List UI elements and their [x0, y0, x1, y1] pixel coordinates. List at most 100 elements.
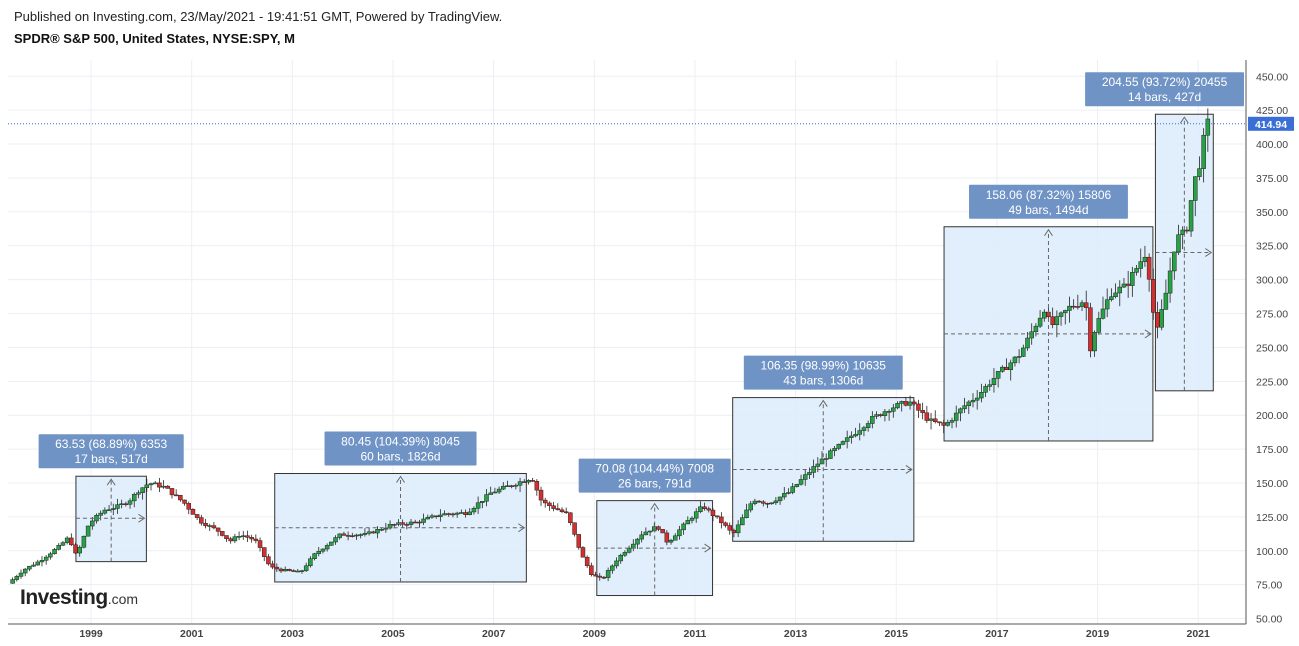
candle-body	[937, 421, 942, 424]
x-tick-label: 1999	[79, 628, 103, 640]
x-tick-label: 2013	[784, 628, 808, 640]
candle-body	[1109, 296, 1114, 300]
candle-body	[1042, 311, 1047, 319]
candle-body	[43, 556, 49, 561]
candle-body	[819, 458, 825, 465]
candle-body	[35, 561, 41, 566]
candle-body	[698, 506, 703, 512]
candle-body	[157, 482, 162, 488]
measure-up-arrow	[396, 475, 405, 483]
candle-body	[215, 527, 221, 532]
candle-body	[677, 529, 682, 537]
candle-body	[979, 392, 984, 399]
candle-body	[224, 535, 229, 539]
candle-body	[249, 537, 254, 540]
candle-body	[27, 565, 32, 570]
candle-body	[261, 547, 267, 557]
measurement-label-bg	[1085, 72, 1244, 107]
candle-body	[282, 569, 288, 572]
candle-body	[1138, 261, 1143, 269]
candle-body	[257, 540, 263, 548]
candle-body	[987, 384, 993, 387]
candle-body	[320, 548, 326, 552]
y-tick-label: 175.00	[1256, 444, 1288, 456]
candle-body	[610, 565, 615, 571]
candle-body	[1180, 229, 1185, 235]
measure-up-arrow	[106, 478, 116, 486]
candle-body	[589, 565, 594, 576]
candle-body	[1142, 256, 1148, 262]
candle-body	[371, 531, 376, 534]
candle-body	[702, 506, 707, 509]
candle-body	[563, 511, 569, 514]
candle-body	[601, 576, 607, 579]
candle-body	[1113, 292, 1118, 297]
candle-body	[14, 576, 20, 580]
candle-body	[1159, 309, 1164, 328]
measurement-label-bars: 17 bars, 517d	[74, 452, 147, 466]
candle-body	[1054, 316, 1060, 325]
candle-body	[173, 494, 179, 497]
candle-body	[131, 493, 137, 502]
y-tick-label: 425.00	[1256, 105, 1288, 117]
candle-body	[194, 514, 200, 518]
candle-body	[1205, 118, 1211, 136]
candle-body	[442, 513, 447, 516]
candle-body	[559, 509, 565, 513]
measurement-label-bars: 26 bars, 791d	[618, 477, 691, 491]
candle-body	[1134, 268, 1139, 273]
candle-body	[1008, 362, 1013, 371]
candle-body	[836, 444, 842, 449]
candle-body	[572, 522, 577, 535]
candle-body	[10, 579, 15, 584]
candle-body	[316, 550, 322, 554]
candle-body	[1130, 272, 1135, 286]
candle-body	[1121, 283, 1127, 288]
x-tick-label: 2021	[1187, 628, 1211, 640]
candle-body	[178, 494, 183, 501]
y-tick-label: 400.00	[1256, 139, 1288, 151]
candle-body	[56, 545, 61, 550]
measure-right-arrow	[905, 465, 913, 474]
measurement-label-bg	[38, 434, 184, 469]
candle-body	[995, 371, 1001, 379]
candle-body	[912, 401, 917, 405]
last-price-value: 414.94	[1255, 119, 1287, 131]
candle-body	[270, 563, 275, 568]
candle-body	[1201, 134, 1206, 169]
candle-body	[18, 572, 24, 577]
candle-body	[1016, 356, 1022, 358]
candle-body	[786, 492, 791, 494]
candle-body	[77, 546, 82, 554]
candle-body	[761, 501, 766, 504]
candle-body	[333, 537, 338, 543]
candle-body	[932, 418, 938, 423]
candle-body	[425, 516, 431, 520]
candle-body	[463, 512, 468, 515]
candle-body	[1025, 337, 1030, 349]
candle-body	[211, 525, 217, 529]
y-tick-label: 75.00	[1256, 580, 1282, 592]
candle-body	[1021, 347, 1026, 357]
candle-body	[790, 486, 795, 493]
measurement-label-bars: 60 bars, 1826d	[361, 450, 441, 464]
candle-body	[928, 418, 934, 421]
candle-body	[693, 511, 699, 519]
candle-body	[144, 484, 150, 489]
candle-body	[203, 522, 208, 527]
candle-body	[1033, 325, 1039, 332]
candle-body	[802, 474, 808, 480]
candle-body	[874, 414, 879, 417]
candle-body	[807, 472, 812, 475]
candle-body	[823, 458, 829, 460]
measure-right-arrow	[518, 523, 526, 533]
candle-body	[907, 401, 913, 406]
candle-body	[631, 543, 636, 549]
candle-body	[828, 450, 833, 459]
y-tick-label: 275.00	[1256, 309, 1288, 321]
measurement-label-bg	[969, 184, 1128, 219]
candle-body	[165, 485, 171, 489]
y-tick-label: 100.00	[1256, 546, 1288, 558]
